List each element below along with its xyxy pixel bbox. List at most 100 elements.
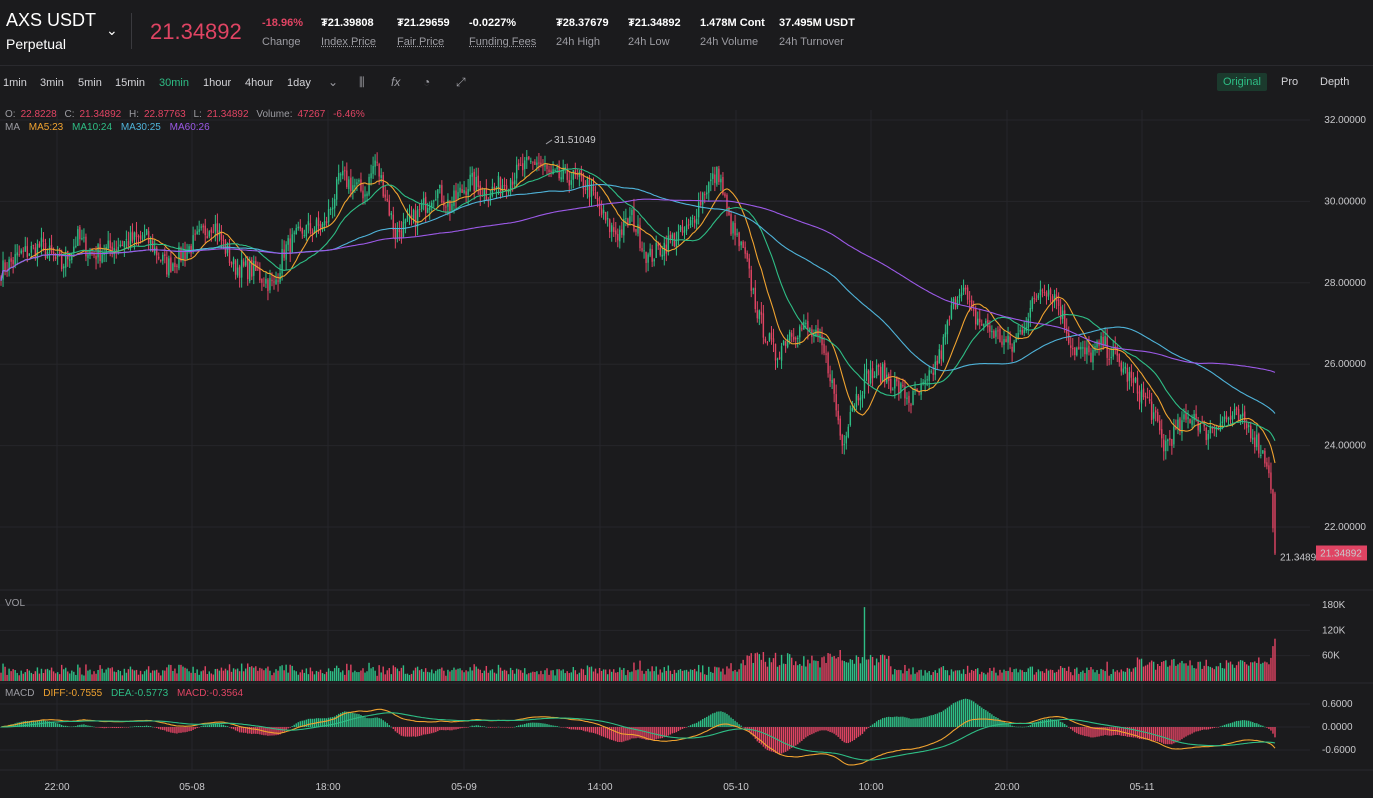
candle-body	[904, 386, 906, 399]
macd-histogram-bar	[176, 727, 178, 734]
volume-bar	[141, 674, 144, 681]
function-icon[interactable]: fx	[391, 75, 401, 89]
candle-body	[989, 325, 991, 332]
macd-histogram-bar	[782, 727, 785, 753]
stat-label[interactable]: Funding Fees	[469, 36, 537, 48]
macd-histogram-bar	[1100, 727, 1102, 736]
price-chart[interactable]: 32.0000030.0000028.0000026.0000024.00000…	[0, 100, 1373, 798]
volume-bar	[813, 660, 815, 681]
timeframe-3min[interactable]: 3min	[40, 77, 64, 89]
macd-histogram-bar	[69, 726, 71, 728]
timeframe-4hour[interactable]: 4hour	[245, 77, 274, 89]
candle-body	[301, 228, 304, 234]
timeframe-1day[interactable]: 1day	[287, 77, 311, 89]
candle-body	[1084, 347, 1086, 355]
candle-body	[364, 194, 366, 197]
macd-histogram-bar	[732, 718, 734, 727]
candle-body	[505, 185, 508, 192]
timeframe-15min[interactable]: 15min	[115, 77, 145, 89]
candle-body	[346, 170, 348, 188]
volume-bar	[236, 668, 239, 681]
volume-bar	[835, 658, 837, 681]
timeframe-1min[interactable]: 1min	[3, 77, 27, 89]
volume-bar	[426, 671, 429, 681]
volume-bar	[841, 660, 843, 681]
macd-histogram-bar	[372, 717, 374, 727]
candle-body	[1221, 421, 1224, 424]
candle-body	[93, 252, 95, 256]
macd-histogram-bar	[1175, 727, 1177, 743]
volume-bar	[916, 672, 918, 681]
macd-histogram-bar	[509, 727, 512, 728]
volume-bar	[493, 672, 496, 681]
volume-bar	[1122, 671, 1125, 681]
macd-histogram-bar	[718, 711, 720, 727]
candle-body	[554, 169, 556, 172]
macd-histogram-bar	[910, 718, 912, 727]
macd-histogram-bar	[105, 727, 107, 729]
candle-body	[922, 382, 924, 384]
stat-index-price[interactable]: ₮21.39808 Index Price	[321, 17, 376, 48]
macd-histogram-bar	[566, 727, 568, 729]
symbol-name[interactable]: AXS USDT	[6, 10, 97, 30]
macd-histogram-bar	[168, 727, 170, 732]
chevron-down-icon[interactable]: ⌄	[328, 75, 339, 89]
macd-histogram-bar	[570, 727, 572, 730]
view-depth[interactable]: Depth	[1320, 76, 1350, 88]
timeframe-30min[interactable]: 30min	[159, 77, 189, 89]
high-label: H:	[129, 109, 139, 120]
candle-body	[1092, 350, 1094, 363]
view-pro[interactable]: Pro	[1281, 76, 1299, 88]
candle-body	[26, 246, 29, 258]
volume-bar	[283, 670, 285, 681]
candle-body	[720, 178, 722, 183]
volume-bar	[1015, 668, 1017, 681]
view-original[interactable]: Original	[1217, 73, 1267, 91]
volume-bar	[93, 671, 95, 681]
macd-histogram-bar	[216, 724, 219, 727]
macd-histogram-bar	[855, 727, 858, 739]
macd-histogram-bar	[420, 727, 423, 736]
stat-label[interactable]: Index Price	[321, 36, 377, 48]
volume-bar	[1047, 670, 1050, 681]
expand-icon[interactable]: ⤢	[456, 75, 466, 89]
macd-histogram-bar	[1088, 727, 1090, 737]
ma30-value: MA30:25	[120, 122, 161, 133]
timeframe-1hour[interactable]: 1hour	[203, 77, 232, 89]
macd-histogram-bar	[1080, 727, 1082, 735]
volume-bar	[327, 668, 330, 681]
macd-histogram-bar	[859, 727, 862, 736]
volume-bar	[56, 672, 59, 681]
volume-bar	[10, 671, 12, 681]
volume-bar	[232, 668, 235, 681]
stat-label[interactable]: Fair Price	[397, 36, 445, 48]
gauge-icon[interactable]: ◔	[423, 75, 431, 89]
volume-bar	[354, 670, 356, 681]
stat-funding-fees[interactable]: -0.0227% Funding Fees	[469, 17, 536, 48]
candle-body	[706, 192, 708, 195]
volume-bar	[1264, 661, 1266, 681]
volume-bar	[964, 674, 967, 681]
candle-body	[985, 320, 987, 324]
candlestick-icon[interactable]: ⫼	[359, 75, 365, 89]
volume-bar	[568, 673, 570, 681]
volume-bar	[2, 663, 4, 681]
macd-histogram-bar	[1177, 727, 1179, 742]
macd-histogram-bar	[613, 727, 615, 741]
volume-bar	[499, 667, 502, 681]
macd-histogram-bar	[602, 727, 605, 737]
timeframe-5min[interactable]: 5min	[78, 77, 102, 89]
macd-histogram-bar	[46, 721, 49, 727]
chevron-down-icon[interactable]: ⌄	[106, 22, 118, 38]
volume-bar	[726, 666, 728, 681]
macd-histogram-bar	[639, 727, 641, 739]
macd-histogram-bar	[924, 717, 926, 727]
candle-body	[172, 263, 174, 271]
candle-body	[1065, 328, 1068, 334]
macd-histogram-bar	[667, 727, 670, 736]
volume-bar	[42, 672, 45, 681]
volume-bar	[162, 670, 164, 681]
stat-fair-price[interactable]: ₮21.29659 Fair Price	[397, 17, 450, 48]
candle-body	[1237, 409, 1240, 421]
candle-body	[83, 237, 85, 239]
